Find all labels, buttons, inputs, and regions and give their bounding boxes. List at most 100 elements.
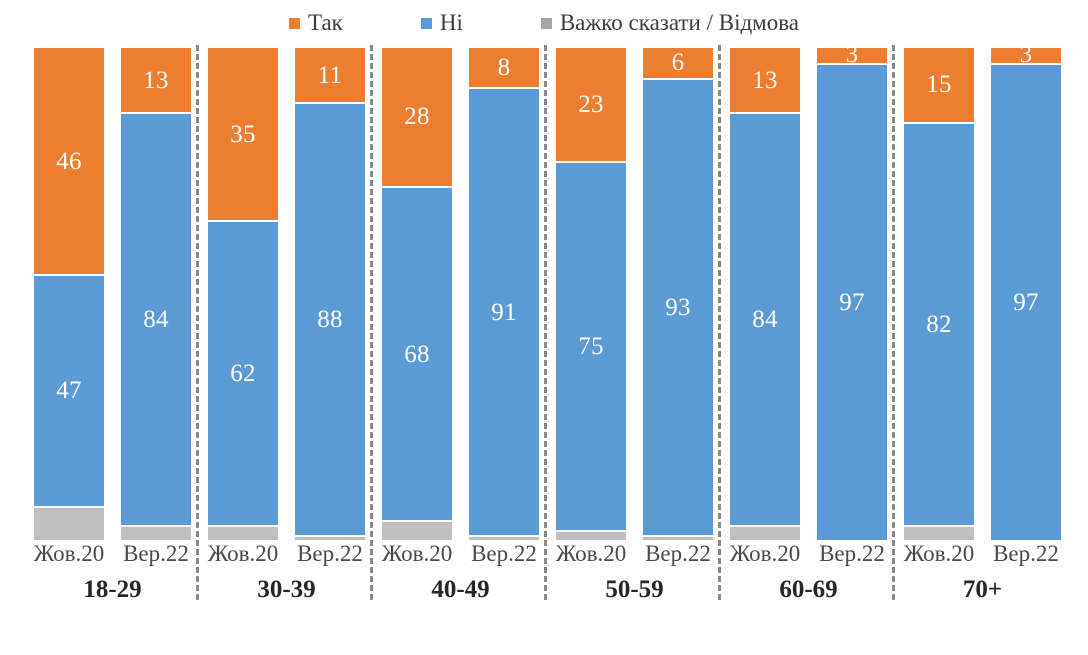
bar-value-label: 88	[317, 306, 343, 334]
bar-group: 13 84 3 97	[730, 42, 887, 540]
axis-tick-label: Вер.22	[993, 541, 1059, 566]
group-separator-line	[370, 45, 373, 600]
bar-value-label: 82	[926, 311, 952, 339]
stacked-bar[interactable]: 8 91	[469, 48, 539, 540]
bar-value-label: 28	[404, 103, 430, 131]
bar-segment-no[interactable]: 82	[904, 121, 974, 526]
bar-value-label: 84	[752, 306, 778, 334]
chart-legend: Так Ні Важко сказати / Відмова	[0, 4, 1088, 40]
bar-segment-hard-to-say[interactable]	[208, 525, 278, 540]
axis-group-label: 70+	[962, 576, 1003, 603]
bar-segment-hard-to-say[interactable]	[730, 525, 800, 540]
bar-segment-no[interactable]: 88	[295, 102, 365, 536]
bar-segment-yes[interactable]: 11	[295, 48, 365, 103]
bar-value-label: 23	[578, 91, 604, 119]
bar-segment-yes[interactable]: 3	[817, 42, 887, 67]
bar-segment-yes[interactable]: 15	[904, 48, 974, 122]
bar-segment-no[interactable]: 91	[469, 87, 539, 536]
bar-value-label: 75	[578, 333, 604, 361]
axis-tick-label: Жов.20	[33, 541, 105, 566]
bar-value-label: 13	[143, 66, 169, 94]
legend-item[interactable]: Ні	[420, 9, 463, 35]
square-marker-icon	[540, 17, 552, 29]
bar-segment-hard-to-say[interactable]	[469, 535, 539, 540]
stacked-bar[interactable]: 3 97	[817, 42, 887, 540]
bar-value-label: 84	[143, 306, 169, 334]
bar-segment-hard-to-say[interactable]	[121, 525, 191, 540]
bar-group: 35 62 11 88	[208, 45, 365, 540]
bar-segment-hard-to-say[interactable]	[643, 535, 713, 540]
legend-item[interactable]: Важко сказати / Відмова	[540, 11, 799, 34]
bar-segment-yes[interactable]: 13	[121, 48, 191, 112]
bar-value-label: 68	[404, 340, 430, 368]
bar-segment-yes[interactable]: 8	[469, 48, 539, 88]
bar-value-label: 47	[56, 377, 82, 405]
axis-tick-label: Жов.20	[381, 541, 453, 566]
stacked-bar[interactable]: 15 82	[904, 48, 974, 540]
axis-tick-label: Жов.20	[729, 541, 801, 566]
bar-segment-hard-to-say[interactable]	[904, 525, 974, 540]
stacked-bar[interactable]: 23 75	[556, 48, 626, 540]
bar-value-label: 15	[926, 71, 952, 99]
axis-tick-label: Вер.22	[645, 541, 711, 566]
bar-segment-hard-to-say[interactable]	[556, 530, 626, 540]
bar-segment-no[interactable]: 75	[556, 161, 626, 531]
bar-value-label: 6	[671, 49, 685, 77]
stacked-bar[interactable]: 28 68	[382, 48, 452, 540]
bar-segment-no[interactable]: 97	[817, 62, 887, 540]
bar-segment-yes[interactable]: 13	[730, 48, 800, 112]
bar-segment-yes[interactable]: 3	[991, 42, 1061, 67]
bar-segment-yes[interactable]: 23	[556, 48, 626, 162]
bar-segment-no[interactable]: 84	[121, 111, 191, 526]
bar-segment-no[interactable]: 93	[643, 77, 713, 536]
bar-segment-yes[interactable]: 28	[382, 48, 452, 186]
bar-segment-yes[interactable]: 6	[643, 48, 713, 78]
legend-item-label: Так	[307, 9, 343, 35]
bar-segment-no[interactable]: 97	[991, 62, 1061, 540]
axis-group-label: 18-29	[83, 576, 142, 603]
bar-segment-no[interactable]: 84	[730, 111, 800, 526]
axis-group-label: 60-69	[779, 576, 838, 603]
legend-item[interactable]: Так	[288, 9, 343, 35]
bar-value-label: 13	[752, 66, 778, 94]
group-separator-line	[196, 45, 199, 600]
axis-tick-label: Вер.22	[819, 541, 885, 566]
bar-segment-yes[interactable]: 46	[34, 48, 104, 275]
bar-segment-no[interactable]: 62	[208, 220, 278, 526]
bar-segment-yes[interactable]: 35	[208, 48, 278, 221]
axis-group-label: 40-49	[431, 576, 490, 603]
stacked-bar[interactable]: 13 84	[730, 48, 800, 540]
bar-group: 28 68 8 91	[382, 45, 539, 540]
bar-segment-hard-to-say[interactable]	[382, 520, 452, 540]
bar-value-label: 46	[56, 147, 82, 175]
stacked-bar[interactable]: 46 47	[34, 48, 104, 540]
plot-area: 46 47 13 84 35 62 11 88 28 68 8 91 23 75 6 93 13 84 3 97 15 8…	[0, 42, 1088, 600]
axis-tick-label: Вер.22	[297, 541, 363, 566]
bar-value-label: 35	[230, 120, 256, 148]
legend-item-label: Ні	[439, 9, 463, 35]
stacked-bar[interactable]: 3 97	[991, 42, 1061, 540]
bar-segment-no[interactable]: 47	[34, 274, 104, 506]
axis-group-label: 30-39	[257, 576, 316, 603]
bar-group: 15 82 3 97	[904, 42, 1061, 540]
group-separator-line	[718, 45, 721, 600]
bar-group: 23 75 6 93	[556, 45, 713, 540]
bar-segment-no[interactable]: 68	[382, 185, 452, 521]
bar-value-label: 91	[491, 298, 517, 326]
axis-tick-label: Жов.20	[207, 541, 279, 566]
stacked-bar[interactable]: 11 88	[295, 48, 365, 540]
stacked-bar[interactable]: 6 93	[643, 48, 713, 540]
bar-value-label: 97	[1013, 288, 1039, 316]
square-marker-icon	[420, 17, 432, 29]
bar-segment-hard-to-say[interactable]	[295, 535, 365, 540]
axis-group-label: 50-59	[605, 576, 664, 603]
axis-tick-label: Жов.20	[903, 541, 975, 566]
stacked-bar[interactable]: 35 62	[208, 48, 278, 540]
bar-segment-hard-to-say[interactable]	[34, 505, 104, 540]
stacked-bar[interactable]: 13 84	[121, 48, 191, 540]
bar-value-label: 93	[665, 293, 691, 321]
bar-value-label: 11	[317, 61, 343, 89]
square-marker-icon	[288, 17, 300, 29]
bar-group: 46 47 13 84	[34, 45, 191, 540]
